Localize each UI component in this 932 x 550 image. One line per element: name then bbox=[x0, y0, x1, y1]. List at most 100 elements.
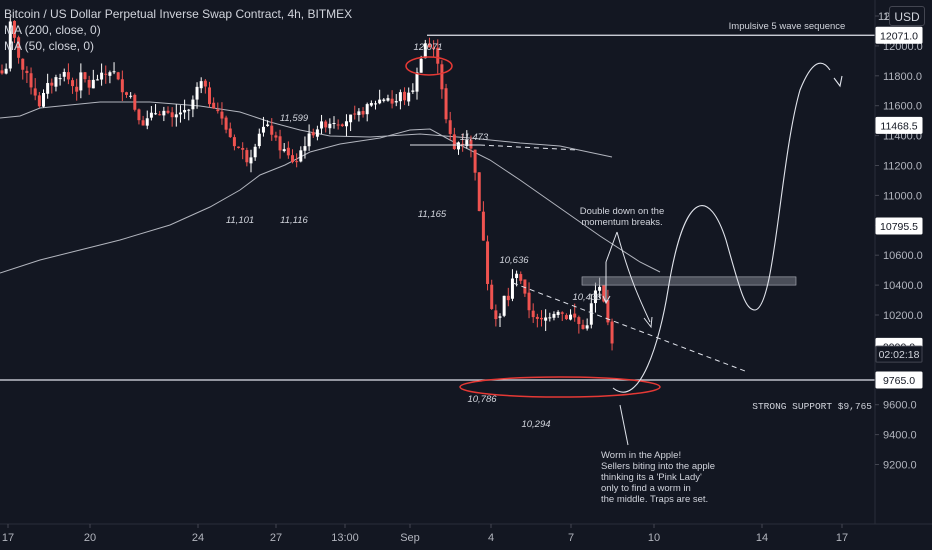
candle-body bbox=[125, 92, 128, 95]
candle-body bbox=[162, 110, 166, 116]
candle-body bbox=[71, 80, 75, 87]
price-tag: 12071.0 bbox=[875, 26, 923, 44]
candle-body bbox=[307, 133, 311, 147]
candle-body bbox=[564, 315, 568, 320]
candle-body bbox=[291, 155, 294, 163]
candle-body bbox=[423, 43, 427, 59]
price-tag: 11468.5 bbox=[875, 116, 923, 134]
ma-50-line bbox=[0, 128, 661, 274]
y-tick-label: 11200.0 bbox=[883, 161, 922, 173]
callout-line-2 bbox=[616, 231, 651, 323]
price-tag: 10795.5 bbox=[875, 217, 923, 235]
candle-body bbox=[50, 82, 54, 86]
candle-body bbox=[29, 73, 33, 88]
candle-body bbox=[54, 77, 58, 87]
currency-button[interactable]: USD bbox=[889, 6, 925, 26]
candle-body bbox=[66, 72, 70, 80]
candle-body bbox=[154, 113, 158, 115]
candle-body bbox=[432, 47, 436, 50]
legend-ma-200[interactable]: MA (200, close, 0) bbox=[4, 23, 101, 37]
candle-body bbox=[610, 321, 614, 344]
candle-body bbox=[249, 157, 253, 164]
candle-body bbox=[515, 273, 519, 279]
candle-body bbox=[573, 313, 577, 318]
candle-body bbox=[79, 72, 83, 91]
candle-body bbox=[349, 114, 353, 123]
candle-body bbox=[253, 146, 257, 158]
candle-body bbox=[481, 211, 485, 241]
candle-body bbox=[241, 148, 245, 150]
wave-arrow-head bbox=[833, 75, 843, 88]
candle-body bbox=[510, 278, 514, 299]
price-tag-label: 11468.5 bbox=[880, 120, 917, 132]
callout-arrow-1 bbox=[602, 295, 611, 305]
candle-body bbox=[17, 37, 21, 58]
candle-body bbox=[295, 161, 299, 163]
candle-body bbox=[419, 58, 423, 73]
y-tick-label: 10600.0 bbox=[883, 250, 923, 262]
worm-callout-line bbox=[619, 404, 629, 446]
candle-body bbox=[100, 72, 104, 80]
candle-body bbox=[112, 71, 116, 73]
callout-arrow-2 bbox=[643, 316, 653, 329]
candle-body bbox=[465, 140, 469, 147]
y-tick-label: 10400.0 bbox=[883, 280, 923, 292]
candle-body bbox=[473, 149, 477, 173]
worm-note-line: Worm in the Apple! bbox=[601, 450, 681, 461]
y-tick-label: 9600.0 bbox=[883, 400, 917, 412]
candle-body bbox=[544, 317, 548, 321]
candle-body bbox=[357, 111, 361, 116]
price-tag: 02:02:18 bbox=[875, 345, 923, 363]
x-tick-label: 27 bbox=[270, 532, 282, 544]
swing-label: 10,636 bbox=[499, 255, 529, 266]
y-tick-label: 9200.0 bbox=[883, 460, 917, 472]
candle-body bbox=[257, 133, 261, 147]
y-tick-label-top: 12 bbox=[878, 11, 890, 23]
candle-body bbox=[311, 132, 315, 136]
x-tick-label: 14 bbox=[756, 532, 768, 544]
candle-body bbox=[278, 136, 282, 151]
candle-body bbox=[116, 72, 120, 80]
candle-body bbox=[502, 295, 506, 316]
candle-body bbox=[506, 295, 510, 301]
candle-body bbox=[129, 95, 133, 97]
swing-label: 11,473 bbox=[460, 132, 489, 143]
price-tag-label: 10795.5 bbox=[880, 221, 918, 233]
candle-body bbox=[87, 79, 91, 88]
candle-body bbox=[361, 110, 365, 115]
candle-body bbox=[589, 303, 593, 325]
worm-note-line: thinking its a 'Pink Lady' bbox=[601, 472, 702, 483]
candle-body bbox=[315, 129, 319, 137]
candle-body bbox=[560, 312, 564, 314]
candle-body bbox=[141, 120, 145, 126]
legend-ma-50[interactable]: MA (50, close, 0) bbox=[4, 39, 95, 53]
candle-body bbox=[212, 102, 216, 109]
candle-body bbox=[166, 110, 170, 113]
time-axis[interactable]: 17 20 24 27 13:00 Sep 4 7 10 14 17 bbox=[2, 524, 848, 544]
x-tick-label: 13:00 bbox=[331, 532, 359, 544]
candle-body bbox=[374, 103, 377, 105]
candle-body bbox=[174, 114, 178, 118]
swing-label: 11,599 bbox=[280, 113, 309, 124]
candle-body bbox=[299, 150, 303, 162]
ma-200-line bbox=[0, 101, 613, 158]
y-tick-label: 11000.0 bbox=[883, 190, 922, 202]
support-label: STRONG SUPPORT $9,765 bbox=[752, 401, 872, 412]
candle-body bbox=[531, 310, 535, 318]
price-tag-box bbox=[875, 217, 923, 235]
candle-body bbox=[382, 99, 386, 101]
price-tag-label: 9765.0 bbox=[883, 375, 915, 387]
candle-body bbox=[328, 123, 332, 129]
candle-body bbox=[369, 102, 373, 106]
candle-body bbox=[581, 324, 585, 329]
candle-body bbox=[187, 109, 191, 111]
candle-body bbox=[535, 316, 539, 319]
candle-body bbox=[548, 317, 552, 319]
candle-body bbox=[340, 124, 344, 127]
x-tick-label: Sep bbox=[400, 532, 420, 544]
candle-body bbox=[378, 99, 382, 104]
candle-body bbox=[490, 284, 494, 309]
worm-note-line: Sellers biting into the apple bbox=[601, 461, 715, 472]
